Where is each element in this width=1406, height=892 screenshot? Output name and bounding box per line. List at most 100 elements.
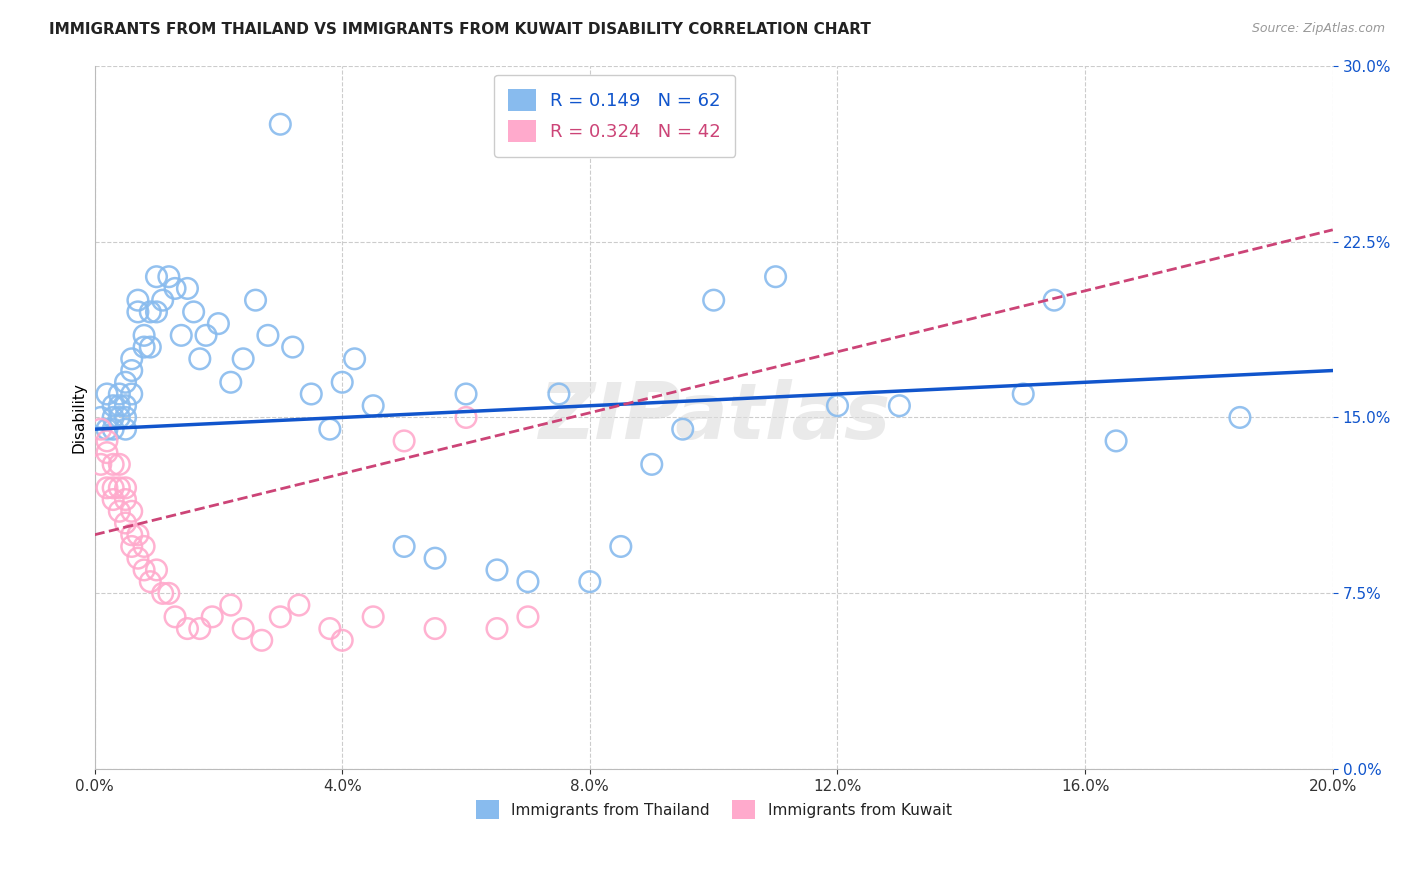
- Point: [114, 516, 136, 530]
- Point: [170, 328, 193, 343]
- Point: [299, 387, 322, 401]
- Point: [157, 269, 180, 284]
- Point: [108, 481, 131, 495]
- Point: [96, 387, 118, 401]
- Point: [108, 399, 131, 413]
- Point: [610, 540, 633, 554]
- Point: [114, 481, 136, 495]
- Point: [423, 551, 446, 566]
- Point: [108, 504, 131, 518]
- Point: [139, 305, 162, 319]
- Point: [101, 492, 124, 507]
- Point: [108, 458, 131, 472]
- Point: [114, 399, 136, 413]
- Point: [319, 622, 342, 636]
- Point: [108, 387, 131, 401]
- Point: [672, 422, 695, 436]
- Point: [101, 410, 124, 425]
- Point: [145, 305, 167, 319]
- Legend: Immigrants from Thailand, Immigrants from Kuwait: Immigrants from Thailand, Immigrants fro…: [470, 794, 957, 825]
- Point: [392, 434, 415, 448]
- Point: [101, 458, 124, 472]
- Point: [219, 598, 242, 612]
- Point: [114, 376, 136, 390]
- Text: Source: ZipAtlas.com: Source: ZipAtlas.com: [1251, 22, 1385, 36]
- Point: [176, 281, 198, 295]
- Point: [121, 527, 143, 541]
- Point: [188, 351, 211, 366]
- Point: [516, 574, 538, 589]
- Point: [132, 328, 155, 343]
- Point: [121, 540, 143, 554]
- Point: [145, 269, 167, 284]
- Point: [1105, 434, 1128, 448]
- Point: [152, 293, 174, 308]
- Point: [207, 317, 229, 331]
- Point: [165, 281, 187, 295]
- Point: [157, 586, 180, 600]
- Point: [101, 399, 124, 413]
- Point: [516, 610, 538, 624]
- Point: [127, 551, 149, 566]
- Point: [165, 610, 187, 624]
- Point: [96, 445, 118, 459]
- Point: [183, 305, 205, 319]
- Y-axis label: Disability: Disability: [72, 382, 86, 453]
- Point: [132, 563, 155, 577]
- Point: [114, 492, 136, 507]
- Point: [96, 434, 118, 448]
- Point: [90, 422, 112, 436]
- Point: [152, 586, 174, 600]
- Point: [330, 633, 353, 648]
- Point: [361, 399, 384, 413]
- Point: [232, 351, 254, 366]
- Point: [1229, 410, 1251, 425]
- Point: [139, 574, 162, 589]
- Point: [703, 293, 725, 308]
- Point: [188, 622, 211, 636]
- Point: [423, 622, 446, 636]
- Point: [641, 458, 664, 472]
- Point: [1012, 387, 1035, 401]
- Point: [195, 328, 218, 343]
- Point: [889, 399, 911, 413]
- Point: [281, 340, 304, 354]
- Point: [127, 527, 149, 541]
- Text: IMMIGRANTS FROM THAILAND VS IMMIGRANTS FROM KUWAIT DISABILITY CORRELATION CHART: IMMIGRANTS FROM THAILAND VS IMMIGRANTS F…: [49, 22, 872, 37]
- Point: [579, 574, 602, 589]
- Point: [827, 399, 849, 413]
- Point: [121, 387, 143, 401]
- Point: [145, 563, 167, 577]
- Point: [232, 622, 254, 636]
- Point: [139, 340, 162, 354]
- Point: [361, 610, 384, 624]
- Point: [121, 351, 143, 366]
- Point: [250, 633, 273, 648]
- Point: [269, 610, 291, 624]
- Point: [132, 340, 155, 354]
- Point: [343, 351, 366, 366]
- Point: [548, 387, 571, 401]
- Point: [90, 410, 112, 425]
- Point: [392, 540, 415, 554]
- Point: [269, 117, 291, 131]
- Point: [245, 293, 267, 308]
- Point: [201, 610, 224, 624]
- Point: [176, 622, 198, 636]
- Point: [765, 269, 787, 284]
- Point: [330, 376, 353, 390]
- Point: [288, 598, 311, 612]
- Point: [101, 422, 124, 436]
- Point: [132, 540, 155, 554]
- Point: [114, 422, 136, 436]
- Point: [90, 458, 112, 472]
- Point: [485, 563, 508, 577]
- Point: [257, 328, 280, 343]
- Point: [101, 481, 124, 495]
- Point: [121, 363, 143, 377]
- Point: [127, 305, 149, 319]
- Point: [454, 387, 477, 401]
- Text: ZIPatlas: ZIPatlas: [537, 379, 890, 456]
- Point: [454, 410, 477, 425]
- Point: [108, 410, 131, 425]
